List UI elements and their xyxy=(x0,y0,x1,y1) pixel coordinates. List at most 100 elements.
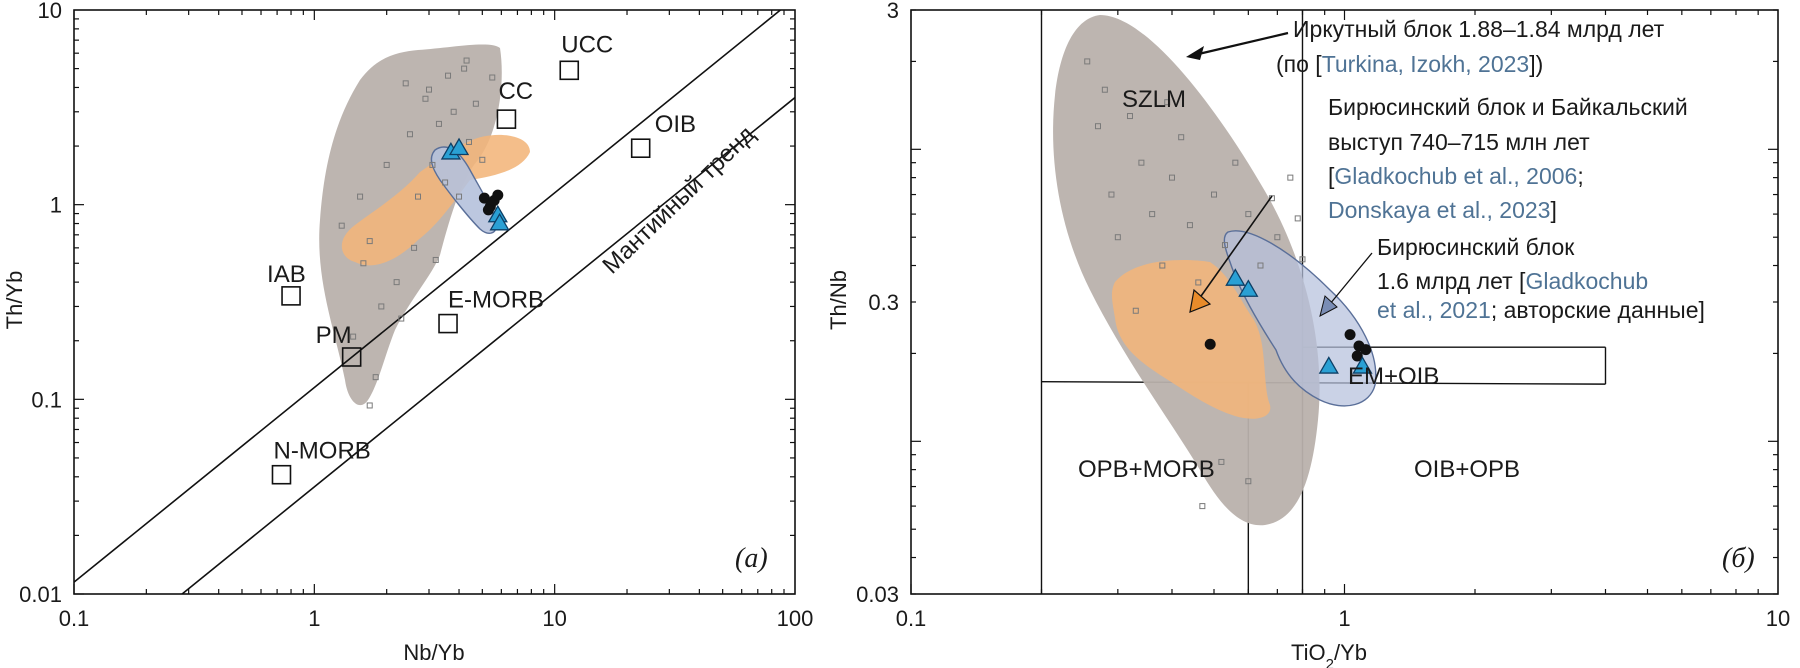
panel-b-square-point xyxy=(1178,134,1185,141)
svg-text:Бирюсинский блок: Бирюсинский блок xyxy=(1377,234,1575,260)
panel-b-square-point xyxy=(1084,58,1091,65)
panel-a-square-point xyxy=(350,333,357,340)
biryusa1-line2: выступ 740–715 млн лет xyxy=(1328,129,1590,155)
reference-square-oib xyxy=(630,138,651,159)
panel-b-square-point xyxy=(1186,222,1193,229)
svg-text:(по [Turkina, Izokh, 2023]): (по [Turkina, Izokh, 2023]) xyxy=(1276,51,1543,77)
panel-a-ylabel: Th/Yb xyxy=(2,271,27,330)
panel-a-fields xyxy=(319,44,530,406)
svg-text:Donskaya et al., 2023]: Donskaya et al., 2023] xyxy=(1328,197,1557,223)
panel-a-dot-point xyxy=(492,189,504,201)
biryusa2-post: ; авторские данные] xyxy=(1491,297,1705,323)
panel-b-xlabel: TiO2/Yb xyxy=(1291,640,1367,668)
reference-label-e-morb: E-MORB xyxy=(448,287,544,314)
panel-a-square-point xyxy=(461,65,468,72)
blue-field-b xyxy=(1223,230,1377,407)
legend-note-irkut: Иркутный блок 1.88–1.84 млрд лет (по [Tu… xyxy=(1276,16,1665,77)
x-tick-label: 10 xyxy=(542,606,566,631)
panel-b-square-point xyxy=(1094,123,1101,130)
reference-square-pm xyxy=(341,347,362,367)
panel-b-fields xyxy=(1053,15,1377,526)
reference-square-e-morb xyxy=(438,313,458,334)
panel-a-square-point xyxy=(429,161,436,168)
biryusa1-line1: Бирюсинский блок и Байкальский xyxy=(1328,94,1688,120)
panel-b-square-point xyxy=(1257,262,1264,269)
panel-b-square-point xyxy=(1211,191,1218,198)
panel-a-square-point xyxy=(489,74,496,81)
y-tick-label: 3 xyxy=(887,0,899,23)
panel-b-ylabel: Th/Nb xyxy=(826,270,851,330)
arrow-orange-head xyxy=(1189,288,1212,313)
legend-note-biryusa-1.6: Бирюсинский блок 1.6 млрд лет [Gladkochu… xyxy=(1377,234,1705,323)
x-tick-label: 100 xyxy=(777,606,814,631)
panel-a-dot-point xyxy=(482,204,494,216)
panel-a-trend-lines xyxy=(74,10,795,594)
y-tick-label: 1 xyxy=(50,193,62,218)
trend-line-lower xyxy=(180,96,795,594)
panel-b-triangle-point xyxy=(1318,356,1339,374)
arrow-blue-head xyxy=(1319,295,1338,317)
panel-b-triangle-point xyxy=(1352,356,1373,374)
x-tick-label: 0.1 xyxy=(59,606,90,631)
panel-b-square-point xyxy=(1114,234,1121,241)
irkut-citation[interactable]: Turkina, Izokh, 2023 xyxy=(1322,51,1530,77)
svg-text:et al., 2021; авторские данные: et al., 2021; авторские данные] xyxy=(1377,297,1705,323)
field-label-opb-morb: OPB+MORB xyxy=(1078,456,1215,483)
panel-b-square-point xyxy=(1274,234,1281,241)
panel-b-triangle-point xyxy=(1238,279,1259,297)
panel-a-square-point xyxy=(366,402,373,409)
panel-a-square-point xyxy=(383,161,390,168)
panel-a-square-point xyxy=(398,315,405,322)
irkut-pre: (по [ xyxy=(1276,51,1322,77)
y-tick-label: 0.1 xyxy=(31,387,62,412)
biryusa2-line1: Бирюсинский блок xyxy=(1377,234,1575,260)
legend-note-biryusa-baikal: Бирюсинский блок и Байкальский выступ 74… xyxy=(1328,94,1688,223)
panel-a-square-point xyxy=(366,238,373,245)
biryusa1-citation-2[interactable]: Donskaya et al., 2023 xyxy=(1328,197,1550,223)
arrow-orange xyxy=(1193,195,1273,307)
panel-a-square-point xyxy=(435,120,442,127)
panel-b-square-point xyxy=(1126,113,1133,120)
biryusa2-pre: 1.6 млрд лет [ xyxy=(1377,268,1526,294)
panel-a-square-point xyxy=(456,193,463,200)
panel-b-dot-point xyxy=(1360,344,1372,356)
biryusa2-citation-1[interactable]: Gladkochub xyxy=(1525,268,1648,294)
panel-a-square-point xyxy=(357,193,364,200)
svg-text:Иркутный блок 1.88–1.84 млрд л: Иркутный блок 1.88–1.84 млрд лет xyxy=(1293,16,1665,42)
y-tick-label: 0.03 xyxy=(856,582,899,607)
panel-b-square-point xyxy=(1199,503,1206,510)
biryusa1-post: ] xyxy=(1550,197,1556,223)
panel-a-square-point xyxy=(445,72,452,79)
reference-label-pm: PM xyxy=(316,322,352,349)
panel-a-square-point xyxy=(402,80,409,87)
field-label-szlm: SZLM xyxy=(1122,86,1186,113)
panel-b-square-point xyxy=(1149,211,1156,218)
panel-a-xlabel: Nb/Yb xyxy=(403,640,464,665)
panel-b-dot-point xyxy=(1344,329,1356,341)
panel-a-square-point xyxy=(415,193,422,200)
svg-text:1.6 млрд лет [Gladkochub: 1.6 млрд лет [Gladkochub xyxy=(1377,268,1648,294)
panel-a-square-point xyxy=(432,256,439,263)
svg-text:[Gladkochub et al., 2006;: [Gladkochub et al., 2006; xyxy=(1328,163,1584,189)
biryusa2-citation-2[interactable]: et al., 2021 xyxy=(1377,297,1491,323)
panel-b-square-point xyxy=(1132,307,1139,314)
panel-a-triangle-point xyxy=(448,137,470,156)
blue-field-a xyxy=(430,146,497,234)
irkut-post: ]) xyxy=(1529,51,1543,77)
panel-b-square-point xyxy=(1138,159,1145,166)
orange-field-a xyxy=(341,134,530,266)
trend-line-upper xyxy=(74,10,782,583)
panel-b-square-point xyxy=(1232,159,1239,166)
reference-square-cc xyxy=(496,109,517,129)
arrow-blue xyxy=(1324,252,1373,311)
panel-b-square-point xyxy=(1108,191,1115,198)
x-tick-label: 10 xyxy=(1766,606,1790,631)
panel-a-square-point xyxy=(442,179,449,186)
panel-b-triangle-point xyxy=(1225,268,1246,286)
reference-square-n-morb xyxy=(271,464,292,485)
panel-b-xlabel-main: TiO xyxy=(1291,640,1326,665)
biryusa1-citation-1[interactable]: Gladkochub et al., 2006 xyxy=(1334,163,1577,189)
panel-b-square-point xyxy=(1168,174,1175,181)
panel-a-square-point xyxy=(338,222,345,229)
